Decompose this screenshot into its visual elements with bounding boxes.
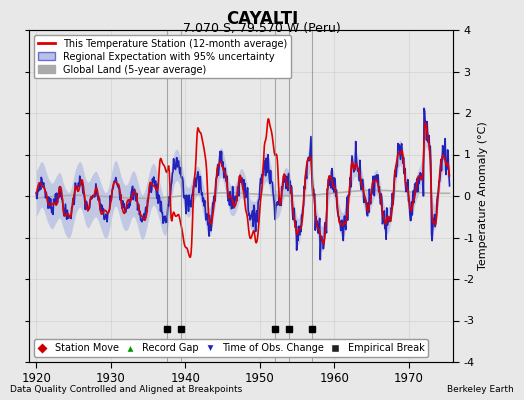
Text: Data Quality Controlled and Aligned at Breakpoints: Data Quality Controlled and Aligned at B… [10,385,243,394]
Text: Berkeley Earth: Berkeley Earth [447,385,514,394]
Text: 7.070 S, 79.570 W (Peru): 7.070 S, 79.570 W (Peru) [183,22,341,35]
Text: CAYALTI: CAYALTI [226,10,298,28]
Y-axis label: Temperature Anomaly (°C): Temperature Anomaly (°C) [477,122,487,270]
Legend: Station Move, Record Gap, Time of Obs. Change, Empirical Break: Station Move, Record Gap, Time of Obs. C… [34,339,428,357]
